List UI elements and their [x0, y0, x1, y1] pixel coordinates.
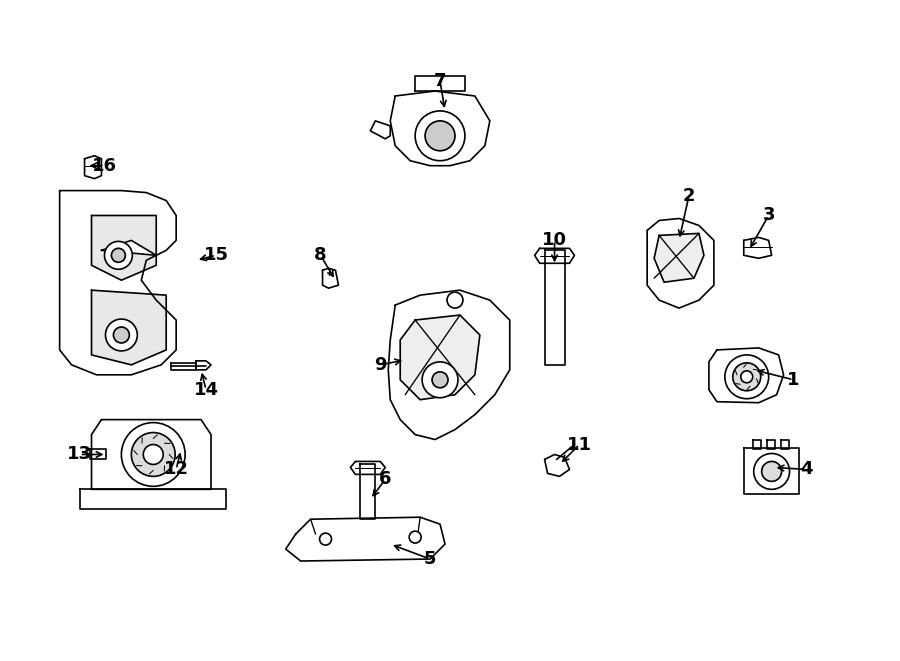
Polygon shape [89, 449, 106, 459]
Polygon shape [360, 465, 375, 519]
Circle shape [425, 121, 455, 151]
Circle shape [105, 319, 138, 351]
Text: 2: 2 [683, 186, 695, 204]
Circle shape [724, 355, 769, 399]
Text: 13: 13 [68, 446, 92, 463]
Text: 9: 9 [374, 356, 386, 374]
Polygon shape [709, 348, 784, 403]
Polygon shape [171, 363, 196, 370]
Circle shape [112, 249, 125, 262]
Circle shape [432, 372, 448, 388]
Text: 12: 12 [164, 461, 189, 479]
Text: 8: 8 [314, 247, 327, 264]
Polygon shape [196, 361, 211, 370]
Polygon shape [92, 215, 157, 280]
Circle shape [410, 531, 421, 543]
Polygon shape [544, 251, 564, 365]
Polygon shape [780, 440, 788, 449]
Circle shape [104, 241, 132, 269]
Circle shape [415, 111, 465, 161]
Text: 15: 15 [203, 247, 229, 264]
Text: 5: 5 [424, 550, 436, 568]
Polygon shape [322, 268, 338, 288]
Polygon shape [102, 241, 157, 255]
Polygon shape [743, 237, 771, 258]
Polygon shape [92, 290, 166, 365]
Circle shape [320, 533, 331, 545]
Polygon shape [350, 461, 385, 475]
Circle shape [733, 363, 760, 391]
Polygon shape [391, 91, 490, 166]
Circle shape [741, 371, 752, 383]
Circle shape [122, 422, 185, 486]
Polygon shape [535, 249, 574, 263]
Polygon shape [85, 156, 102, 178]
Text: 10: 10 [542, 231, 567, 249]
Circle shape [753, 453, 789, 489]
Circle shape [113, 327, 130, 343]
Polygon shape [752, 440, 760, 449]
Polygon shape [370, 121, 391, 139]
Polygon shape [79, 489, 226, 509]
Polygon shape [767, 440, 775, 449]
Text: 11: 11 [567, 436, 592, 453]
Text: 16: 16 [92, 157, 117, 175]
Text: 1: 1 [788, 371, 800, 389]
Polygon shape [388, 290, 509, 440]
Polygon shape [59, 190, 176, 375]
Polygon shape [415, 76, 465, 91]
Circle shape [422, 362, 458, 398]
Circle shape [761, 461, 781, 481]
Text: 4: 4 [800, 461, 813, 479]
Polygon shape [647, 219, 714, 308]
Polygon shape [400, 315, 480, 400]
Text: 7: 7 [434, 72, 446, 90]
Polygon shape [285, 517, 445, 561]
Circle shape [131, 432, 176, 477]
Polygon shape [654, 233, 704, 282]
Circle shape [143, 444, 163, 465]
Circle shape [447, 292, 463, 308]
Text: 3: 3 [762, 206, 775, 225]
Polygon shape [544, 455, 570, 477]
Text: 6: 6 [379, 471, 392, 488]
Text: 14: 14 [194, 381, 219, 399]
Polygon shape [743, 447, 798, 494]
Polygon shape [92, 420, 211, 489]
